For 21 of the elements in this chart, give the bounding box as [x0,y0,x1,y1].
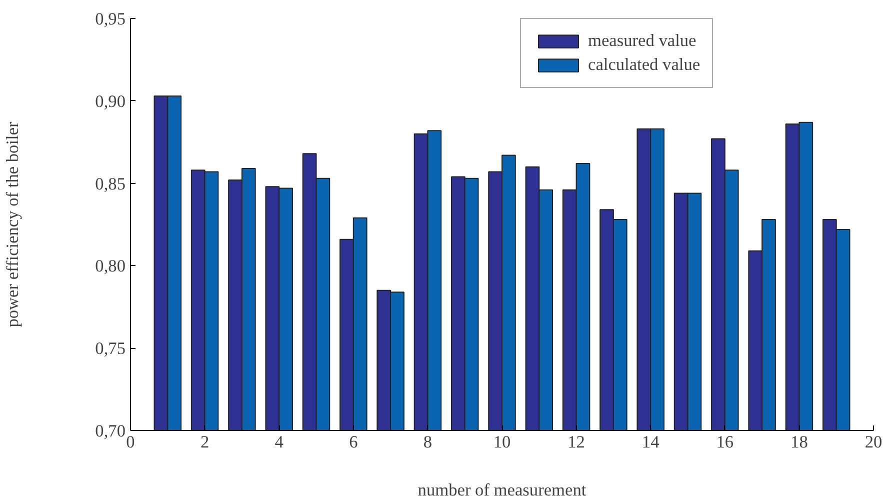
x-tick-label: 2 [200,432,210,452]
x-tick-label: 12 [568,432,585,452]
y-axis-title: power efficiency of the boiler [3,121,22,328]
x-tick-label: 10 [493,432,511,452]
y-tick-label: 0,75 [95,339,126,358]
y-tick-label: 0,85 [95,174,126,194]
legend-label: measured value [588,31,696,51]
legend-label: calculated value [588,55,700,75]
x-tick-label: 0 [126,432,135,452]
x-tick-label: 20 [864,432,882,452]
x-tick-label: 14 [642,432,660,452]
y-tick-label: 0,80 [95,256,126,276]
y-tick-label: 0,95 [95,10,126,28]
x-tick-label: 8 [423,432,432,452]
x-tick-label: 18 [790,432,808,452]
x-axis-title: number of measurement [418,480,586,500]
x-tick-label: 16 [716,432,734,452]
y-tick-label: 0,70 [95,422,126,440]
y-tick-label: 0,90 [95,92,126,111]
x-tick-label: 6 [349,432,358,452]
x-tick-label: 4 [274,432,284,452]
